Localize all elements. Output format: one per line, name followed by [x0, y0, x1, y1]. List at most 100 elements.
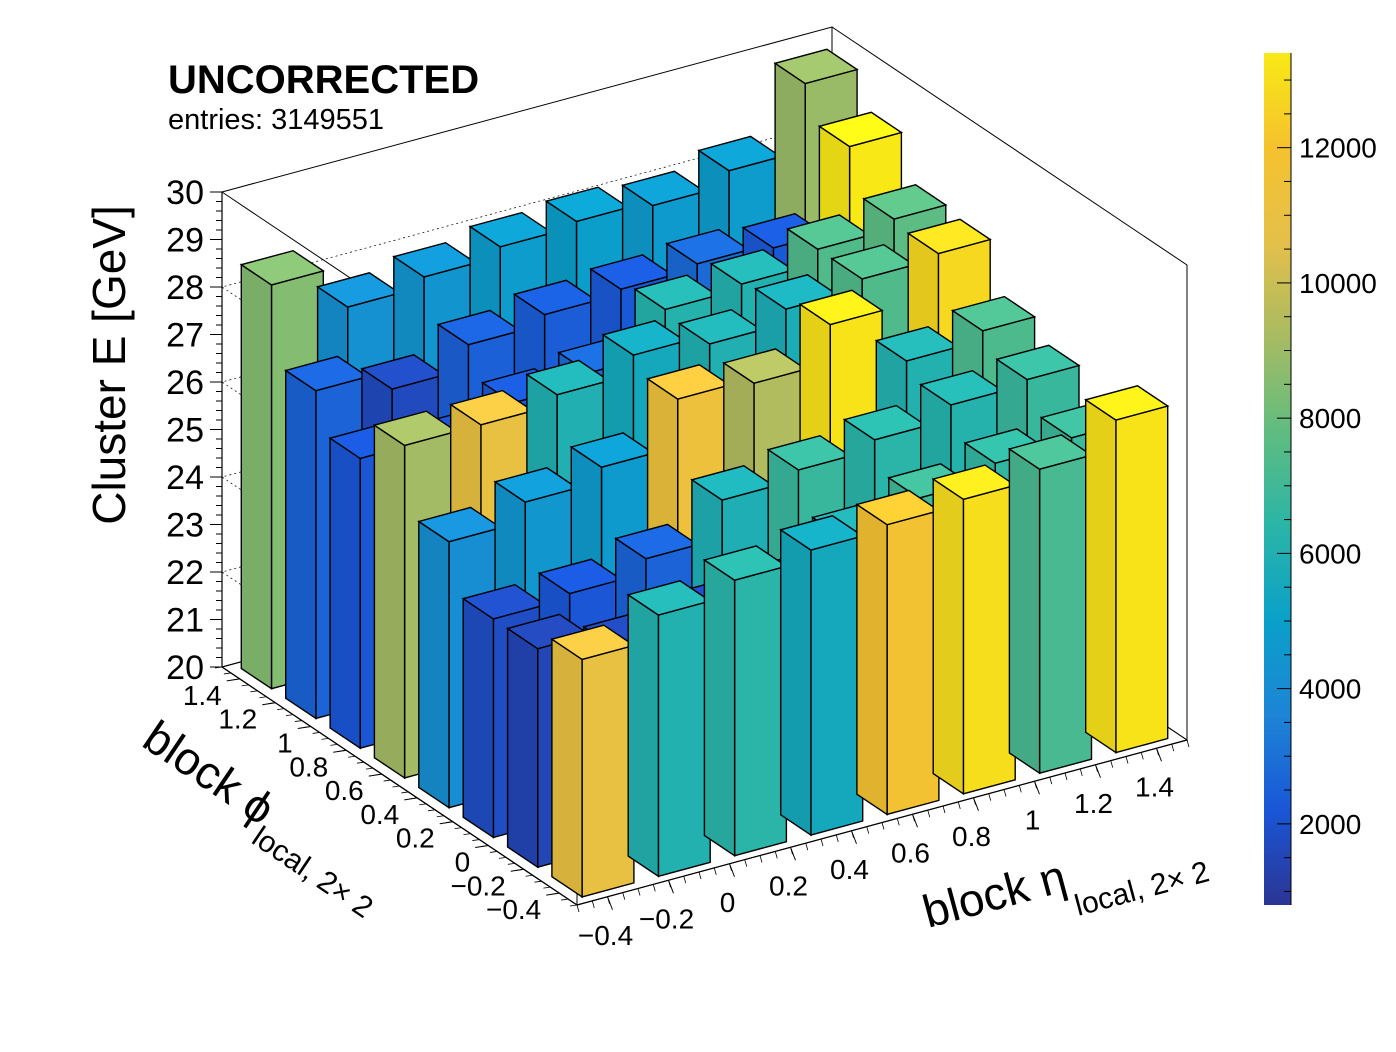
- bar-cell: [931, 464, 1017, 796]
- bar-top-face: [766, 434, 852, 471]
- color-scale: 2000 4000 6000 8000 10000 12000: [1264, 53, 1377, 905]
- bar-top-face: [550, 624, 636, 661]
- color-tick-label: 10000: [1299, 268, 1377, 299]
- phi-tick-label: −0.4: [486, 894, 541, 925]
- bar-front-face: [1115, 405, 1169, 754]
- eta-tick-label: 1.2: [1074, 788, 1113, 819]
- color-tick-label: 8000: [1299, 403, 1361, 434]
- eta-tick-label: 0: [720, 887, 736, 918]
- bar-top-face: [702, 545, 789, 581]
- bar-front-face: [581, 644, 635, 898]
- bar-top-face: [773, 48, 859, 85]
- plot-title: UNCORRECTED: [168, 58, 480, 102]
- z-tick-label: 26: [166, 364, 204, 402]
- z-tick-label: 22: [166, 554, 204, 592]
- bar-cell: [855, 489, 941, 816]
- phi-tick-label: 1.2: [218, 704, 257, 735]
- bars: [239, 48, 1170, 899]
- bar-cell: [550, 624, 636, 899]
- phi-tick-label: 0.2: [396, 823, 435, 854]
- bar-top-face: [449, 389, 535, 426]
- bar-top-face: [239, 249, 325, 286]
- bar-side-face: [627, 593, 660, 878]
- phi-tick-label: −0.2: [450, 870, 505, 901]
- bar-front-face: [657, 600, 711, 878]
- color-tick-label: 6000: [1299, 538, 1361, 569]
- bar-top-face: [461, 583, 547, 620]
- bar-side-face: [240, 263, 273, 691]
- bar-front-face: [810, 535, 864, 837]
- bar-top-face: [798, 289, 884, 326]
- bar-top-face: [589, 254, 675, 290]
- bar-top-face: [284, 355, 370, 392]
- bar-top-face: [315, 272, 402, 308]
- bar-top-face: [830, 243, 916, 280]
- color-tick-label: 4000: [1299, 674, 1361, 705]
- z-tick-label: 28: [166, 269, 204, 307]
- bar-top-face: [690, 465, 776, 501]
- bar-top-face: [392, 241, 478, 278]
- eta-axis-sublabel: local, 2× 2: [1071, 855, 1212, 922]
- bar-top-face: [645, 364, 732, 400]
- bar-cell: [1007, 434, 1094, 775]
- eta-axis-label: block η: [917, 850, 1071, 938]
- phi-tick-label: 0.6: [325, 775, 364, 806]
- bar-top-face: [537, 558, 624, 595]
- color-bar: [1264, 53, 1291, 905]
- bar-side-face: [462, 597, 495, 839]
- bar-top-face: [512, 279, 599, 316]
- bar-top-face: [677, 308, 764, 345]
- bar-top-face: [360, 354, 446, 390]
- bar-top-face: [995, 344, 1081, 381]
- bar-top-face: [569, 432, 655, 468]
- bar-top-face: [372, 410, 459, 447]
- phi-tick-label: 1.4: [183, 680, 222, 711]
- bar-side-face: [329, 436, 361, 750]
- bar-side-face: [551, 637, 583, 899]
- z-tick-label: 25: [166, 412, 204, 450]
- phi-tick-label: 0.4: [360, 799, 399, 830]
- eta-tick-label: −0.4: [578, 920, 633, 951]
- z-tick-label: 20: [166, 649, 204, 687]
- right-wall: [831, 26, 1188, 740]
- phi-tick-label: 1: [277, 728, 293, 759]
- bar-top-face: [620, 170, 707, 207]
- bar-top-face: [614, 523, 700, 560]
- bar-side-face: [506, 627, 539, 869]
- eta-tick-label: 0.6: [891, 837, 930, 868]
- bar-top-face: [874, 325, 960, 362]
- bar-top-face: [919, 369, 1005, 406]
- bar-top-face: [417, 506, 503, 543]
- bar-front-face: [1038, 454, 1093, 775]
- bar-side-face: [285, 369, 317, 720]
- eta-tick-label: −0.2: [639, 903, 694, 934]
- eta-tick-label: 1.4: [1135, 771, 1174, 802]
- entries-label: entries: 3149551: [168, 104, 385, 136]
- bar-top-face: [931, 464, 1017, 501]
- bar-top-face: [709, 249, 795, 285]
- bar-side-face: [856, 503, 888, 816]
- bar-top-face: [817, 111, 904, 148]
- z-tick-label: 27: [166, 317, 204, 355]
- bar-front-face: [886, 509, 940, 816]
- bar-top-face: [665, 228, 751, 265]
- bar-top-face: [842, 404, 929, 441]
- bar-top-face: [697, 135, 783, 172]
- z-tick-label: 30: [166, 174, 204, 212]
- bar-cell: [626, 580, 712, 878]
- bar-top-face: [722, 348, 808, 384]
- bar-front-face: [733, 565, 788, 857]
- bar-side-face: [780, 528, 812, 837]
- z-tick-label: 23: [166, 507, 204, 545]
- eta-tick-label: 1: [1025, 804, 1041, 835]
- bar-top-face: [493, 467, 579, 503]
- bar-front-face: [962, 484, 1016, 795]
- z-tick-label: 21: [166, 602, 204, 640]
- bar-top-face: [779, 515, 865, 551]
- phi-tick-label: 0: [455, 847, 471, 878]
- bar-top-face: [906, 218, 992, 255]
- color-tick-label: 2000: [1299, 809, 1361, 840]
- bar-top-face: [950, 295, 1037, 332]
- phi-axis-label: block ϕ: [134, 710, 284, 835]
